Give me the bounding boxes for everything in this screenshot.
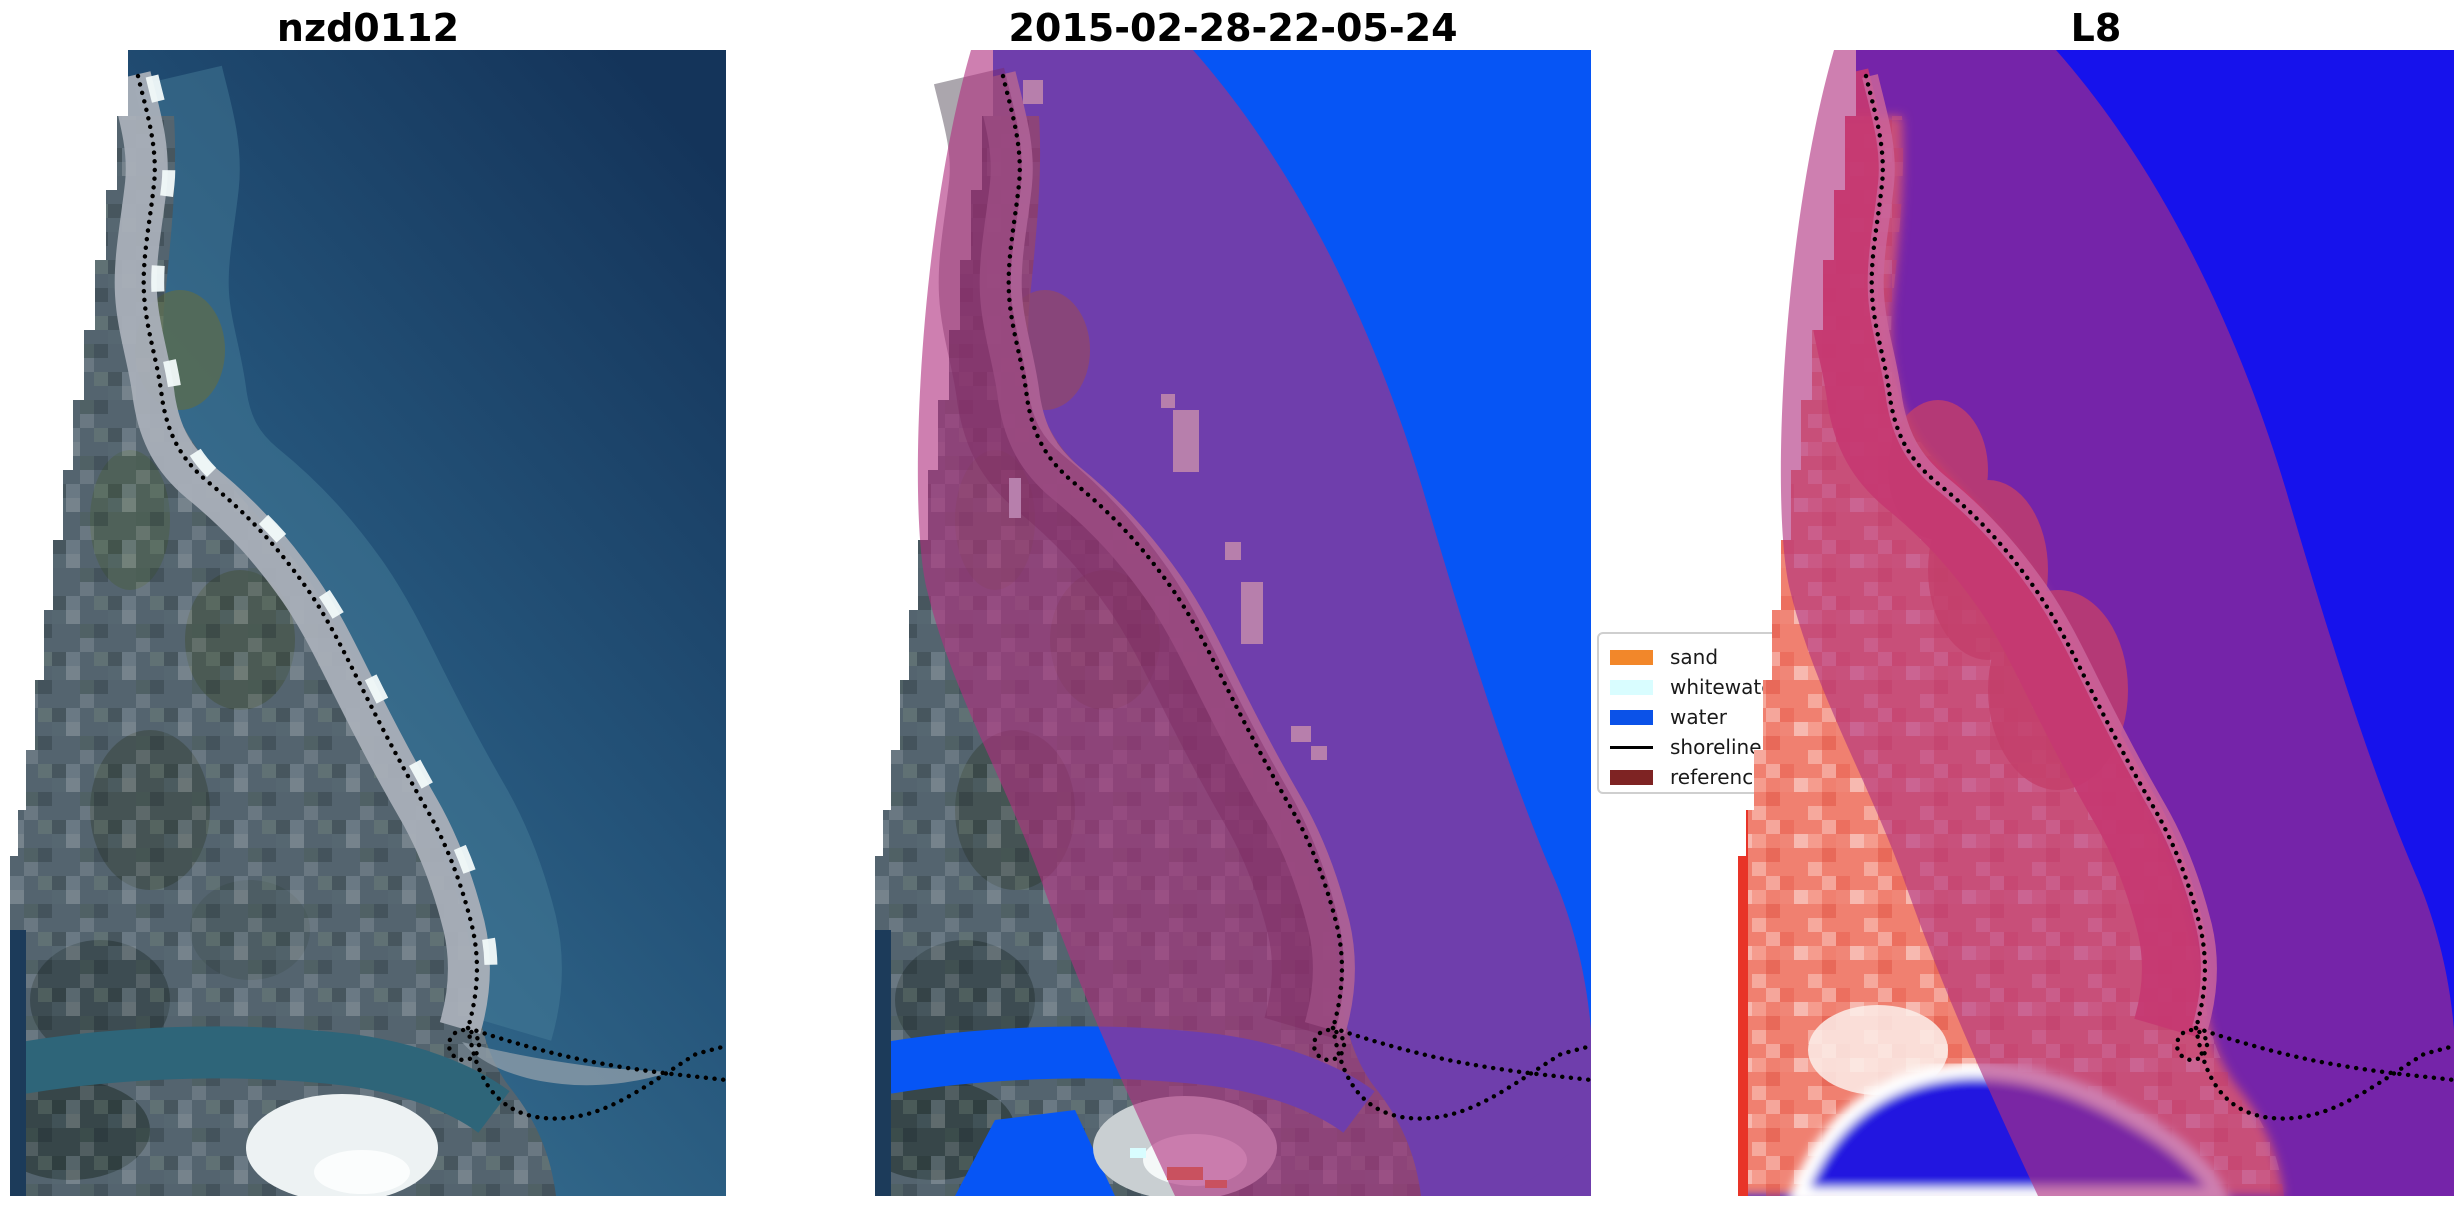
legend-item-shoreline: shoreline xyxy=(1610,732,1791,762)
legend-label: shoreline xyxy=(1670,735,1762,759)
sand-pixels-under-buffer xyxy=(1009,80,1327,760)
panel-l8-image xyxy=(1738,50,2454,1196)
shoreline-dotted-line xyxy=(138,76,726,1119)
legend-label: reference xyxy=(1670,765,1766,789)
shoreline-dotted-line xyxy=(1003,76,1591,1119)
nodata-mask xyxy=(10,50,128,856)
sand-swatch xyxy=(1610,649,1653,665)
legend-label: water xyxy=(1670,705,1727,729)
legend-item-reference: reference xyxy=(1610,762,1791,792)
water-swatch xyxy=(1610,709,1653,725)
panel-rgb-image xyxy=(10,50,726,1196)
bright-sand-core xyxy=(314,1150,410,1194)
panel-title-rgb: nzd0112 xyxy=(276,6,460,50)
estuary-channel xyxy=(17,1026,510,1134)
whitewater-swatch xyxy=(1610,679,1653,695)
legend-item-sand: sand xyxy=(1610,642,1791,672)
l8-left-edge-strip xyxy=(1738,750,1748,1196)
shoreline-dotted-line xyxy=(1866,76,2454,1119)
panel-title-l8: L8 xyxy=(2070,6,2122,50)
panel-classified-image xyxy=(875,50,1591,1196)
left-edge-data-strip xyxy=(10,930,26,1196)
sand-spit xyxy=(462,1042,670,1086)
reference-buffer-overlay xyxy=(1780,50,2454,1196)
shoreline-line-swatch xyxy=(1610,745,1653,749)
legend-item-water: water xyxy=(1610,702,1791,732)
whitewater-class-pixels xyxy=(1130,1148,1146,1158)
legend-label: sand xyxy=(1670,645,1719,669)
left-edge-data-strip xyxy=(875,930,891,1196)
panel-title-classified: 2015-02-28-22-05-24 xyxy=(1008,6,1458,50)
estuary-wedge xyxy=(955,1110,1115,1196)
reference-swatch xyxy=(1610,769,1653,785)
